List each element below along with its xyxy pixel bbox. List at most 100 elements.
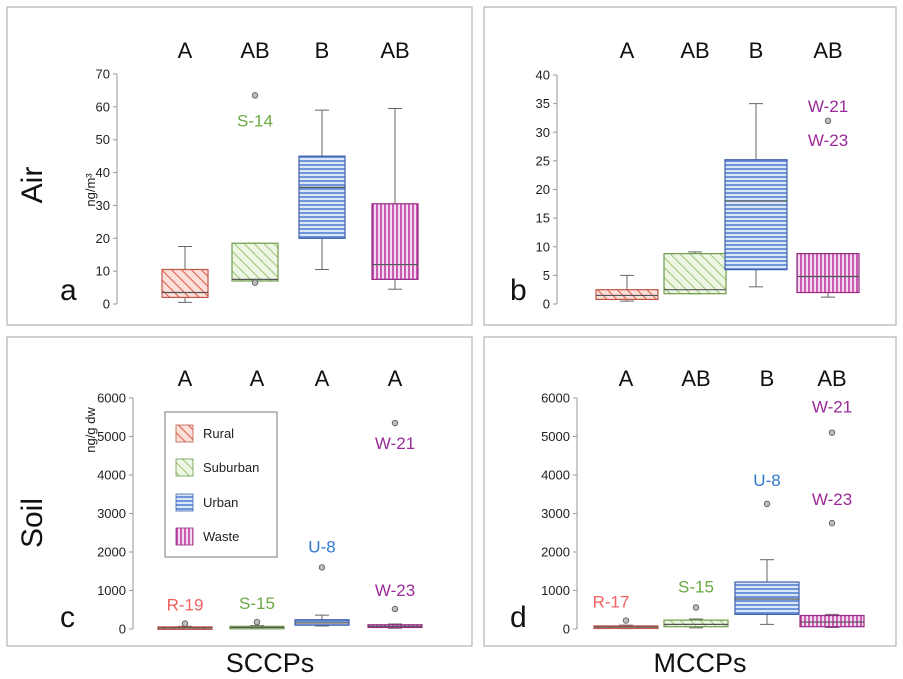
panel-d-urban-box	[734, 581, 800, 615]
panel-b-outlier-w-21-point	[824, 117, 832, 124]
panel-d-significance-letter: A	[619, 366, 634, 391]
panel-a-outlier-point	[251, 279, 259, 286]
panel-b-waste-box	[796, 253, 860, 294]
panel-a-outlier-s-14-label: S-14	[237, 111, 273, 130]
panel-c-outlier-u-8-point	[318, 564, 326, 571]
legend-label-rural: Rural	[203, 426, 234, 441]
panel-d-suburban-box	[663, 619, 729, 628]
panel-d-tag: d	[510, 601, 527, 634]
panel-a-significance-letter: AB	[380, 38, 409, 63]
legend: Rural Suburban Urban Waste	[164, 411, 278, 558]
legend-swatch-rural	[175, 424, 194, 443]
legend-label-suburban: Suburban	[203, 460, 259, 475]
column-label-sccps: SCCPs	[226, 648, 315, 678]
panel-d-outlier-s-15-label: S-15	[678, 577, 714, 596]
panel-a-ylabel: ng/m³	[83, 173, 98, 207]
panel-d-y-tick-label: 6000	[541, 391, 570, 406]
panel-c-outlier-w-23-point	[391, 605, 399, 613]
column-label-mccps: MCCPs	[654, 648, 747, 678]
panel-c-outlier-s-15-label: S-15	[239, 594, 275, 613]
panel-b-y-tick-label: 40	[536, 68, 550, 83]
panel-d-outlier-w-23-point	[828, 519, 836, 527]
panel-c-ylabel: ng/g dw	[83, 407, 98, 453]
panel-d-outlier-r-17-label: R-17	[593, 593, 630, 612]
panel-b-y-tick-label: 10	[536, 239, 550, 254]
panel-a-y-tick-label: 60	[96, 99, 110, 114]
row-label-soil: Soil	[16, 498, 49, 548]
panel-c-y-tick-label: 4000	[97, 468, 126, 483]
panel-c-significance-letter: A	[388, 366, 403, 391]
panel-b-urban-box	[724, 159, 788, 271]
panel-b-significance-letter: B	[749, 38, 764, 63]
panel-a-significance-letter: AB	[240, 38, 269, 63]
panel-b-y-tick-label: 0	[543, 297, 550, 312]
panel-a-y-tick-label: 50	[96, 132, 110, 147]
panel-d-y-tick-label: 3000	[541, 506, 570, 521]
panel-d-outlier-w-21-point	[828, 429, 836, 436]
panel-c-significance-letter: A	[250, 366, 265, 391]
panel-d-outlier-w-21-label: W-21	[812, 398, 852, 417]
panel-a-significance-letter: B	[315, 38, 330, 63]
panel-a-tag: a	[60, 274, 77, 307]
panel-d-significance-letter: AB	[817, 366, 846, 391]
panel-b-suburban-box	[663, 253, 727, 295]
panel-d-outlier-w-23-label: W-23	[812, 490, 852, 509]
panel-d-y-tick-label: 1000	[541, 583, 570, 598]
panel-a-urban-box	[298, 155, 346, 239]
panel-d-outlier-u-8-point	[763, 500, 771, 508]
panel-d-outlier-r-17-point	[622, 617, 630, 624]
panel-d-significance-letter: AB	[681, 366, 710, 391]
panel-c-significance-letter: A	[178, 366, 193, 391]
legend-label-urban: Urban	[203, 495, 238, 510]
panel-c-y-tick-label: 5000	[97, 429, 126, 444]
panel-c-outlier-u-8-label: U-8	[308, 537, 335, 556]
panel-b-y-tick-label: 5	[543, 268, 550, 283]
panel-c-outlier-w-21-label: W-21	[375, 434, 415, 453]
panel-c-outlier-w-21-point	[391, 419, 399, 427]
panel-a-y-tick-label: 30	[96, 198, 110, 213]
panel-c-significance-letter: A	[315, 366, 330, 391]
panel-c-y-tick-label: 0	[119, 622, 126, 637]
panel-a-waste-box	[371, 203, 419, 280]
panel-c-outlier-r-19-point	[181, 620, 189, 627]
panel-d-y-tick-label: 2000	[541, 545, 570, 560]
panel-b-tag: b	[510, 274, 527, 307]
legend-swatch-urban	[175, 493, 194, 512]
panel-d-outlier-s-15-point	[692, 604, 700, 611]
panel-a-y-tick-label: 0	[103, 297, 110, 312]
row-label-air: Air	[16, 167, 49, 204]
panel-d-waste-box	[799, 614, 865, 628]
panel-c-y-tick-label: 6000	[97, 391, 126, 406]
panel-a-rural-box	[161, 268, 209, 299]
panel-b-y-tick-label: 25	[536, 153, 550, 168]
panel-a-y-tick-label: 10	[96, 264, 110, 279]
panel-b-outlier-w-21-label: W-21	[808, 97, 848, 116]
panel-d-y-tick-label: 5000	[541, 429, 570, 444]
panel-c-y-tick-label: 3000	[97, 506, 126, 521]
panel-d-significance-letter: B	[760, 366, 775, 391]
panel-a-y-tick-label: 40	[96, 165, 110, 180]
panel-b-significance-letter: AB	[680, 38, 709, 63]
panel-c-outlier-r-19-label: R-19	[167, 596, 204, 615]
panel-a-significance-letter: A	[178, 38, 193, 63]
panel-d-y-tick-label: 4000	[541, 468, 570, 483]
panel-c-tag: c	[60, 601, 75, 634]
panel-b-significance-letter: A	[620, 38, 635, 63]
panel-a-y-tick-label: 70	[96, 67, 110, 82]
panel-b-significance-letter: AB	[813, 38, 842, 63]
panel-b-y-tick-label: 20	[536, 182, 550, 197]
panel-c-outlier-s-15-point	[253, 618, 261, 626]
legend-swatch-waste	[175, 527, 194, 546]
panel-b-y-tick-label: 15	[536, 211, 550, 226]
panel-a-y-tick-label: 20	[96, 231, 110, 246]
panel-b-y-tick-label: 35	[536, 96, 550, 111]
panel-b-rural-box	[595, 289, 659, 301]
panel-b-outlier-w-23-label: W-23	[808, 131, 848, 150]
panel-d-frame	[483, 336, 897, 647]
panel-d-outlier-u-8-label: U-8	[753, 471, 780, 490]
panel-d-y-tick-label: 0	[563, 622, 570, 637]
panel-c-outlier-w-23-label: W-23	[375, 581, 415, 600]
panel-a-outlier-s-14-point	[251, 92, 259, 99]
